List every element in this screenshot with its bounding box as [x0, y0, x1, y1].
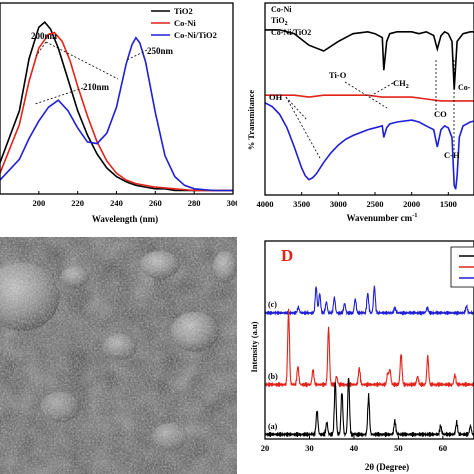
uv-vis-x-tick-label-240: 240 [110, 198, 123, 208]
xrd-legend [450, 246, 474, 288]
sem-texture-fine [0, 237, 237, 474]
xrd-x-ticks: 20 30 40 50 60 [261, 436, 447, 453]
xrd-x-tick-label-20: 20 [261, 443, 270, 453]
ftir-line-tio2 [265, 94, 474, 102]
ftir-legend-tio2-base: TiO [271, 16, 285, 25]
uv-vis-x-tick-label-200: 200 [32, 198, 45, 208]
xrd-trace-label-a: (a) [268, 422, 278, 431]
ftir-line-co-ni [265, 29, 474, 90]
annotation-ch2-base: CH [393, 78, 406, 88]
annotation-250nm: 250nm [147, 46, 174, 56]
uv-vis-line-tio2 [0, 20, 233, 192]
uv-vis-x-axis-label: Wavelength (nm) [92, 214, 158, 224]
ftir-legend-tio2-sub: 2 [285, 21, 288, 27]
annotation-ti-o-text: Ti-O [329, 70, 347, 80]
xrd-trace-label-c: (c) [268, 300, 277, 309]
xrd-x-axis-label: 2θ (Degree) [365, 462, 409, 472]
xrd-y-axis-label: Intensity (a.u) [249, 321, 259, 372]
uv-vis-legend: TiO2 Co-Ni Co-Ni/TiO2 [151, 6, 217, 40]
ftir-legend-tio2: TiO2 [271, 16, 288, 27]
ftir-x-tick-label-2000: 2000 [403, 199, 420, 209]
xrd-trace-b [264, 308, 474, 388]
ftir-x-axis-label-superscript: -1 [412, 212, 417, 219]
legend-label-co-ni: Co-Ni [174, 18, 196, 28]
panel-d-xrd-chart: 20 30 40 50 60 D Intensity (a.u) 2θ (Degree)… [237, 237, 474, 474]
ftir-x-ticks: 4000 3500 3000 2500 2000 1500 [257, 192, 457, 209]
annotation-200nm: 200nm [31, 31, 58, 41]
uv-vis-x-tick-label-300: 300 [227, 198, 237, 208]
uv-vis-line-co-ni-tio2 [0, 36, 233, 192]
annotation-oh: OH [269, 92, 283, 102]
xrd-x-tick-label-60: 60 [439, 443, 448, 453]
panel-b-ftir-chart: 4000 3500 3000 2500 2000 1500 % Transmitance … [237, 0, 474, 237]
xrd-trace-a [264, 377, 474, 438]
xrd-svg: 20 30 40 50 60 D Intensity (a.u) 2θ (Degree)… [249, 240, 474, 472]
annotation-200nm-leader-2 [35, 41, 47, 57]
ftir-x-tick-label-4000: 4000 [257, 199, 274, 209]
ftir-series-group [264, 29, 474, 190]
panel-a-uv-vis-chart: 200 220 240 260 280 300 Wavelength (nm) TiO2 … [0, 0, 237, 237]
annotation-ch2: CH2 [393, 78, 409, 90]
annotation-ch2-sub: 2 [406, 84, 409, 90]
uv-vis-annotations: 200nm 210nm 250nm [31, 31, 174, 105]
ftir-x-axis-label-text: Wavenumber cm [346, 213, 412, 223]
ftir-annotations: OH Ti-O CH2 CO C-H Co- [269, 60, 471, 161]
annotation-210nm: 210nm [83, 82, 110, 92]
annotation-210nm-leader [34, 87, 84, 105]
annotation-co-cut: Co- [458, 83, 471, 92]
xrd-series-group [264, 285, 474, 438]
ftir-x-tick-label-3000: 3000 [330, 199, 347, 209]
annotation-co: CO [434, 109, 447, 119]
ftir-legend: Co-Ni TiO2 Co-Ni/TiO2 [271, 5, 311, 37]
legend-label-co-ni-tio2: Co-Ni/TiO2 [174, 30, 217, 40]
ftir-line-co-ni-tio2 [264, 102, 474, 190]
ftir-legend-co-ni-tio2: Co-Ni/TiO2 [271, 28, 311, 37]
uv-vis-svg: 200 220 240 260 280 300 Wavelength (nm) TiO2 … [0, 2, 237, 224]
xrd-x-tick-label-40: 40 [350, 443, 359, 453]
annotation-c-h: C-H [444, 150, 460, 160]
legend-label-tio2: TiO2 [174, 6, 193, 16]
xrd-plot-frame [264, 240, 474, 440]
xrd-trace-c [264, 285, 474, 317]
ftir-y-axis-label: % Transmitance [246, 90, 256, 151]
ftir-x-axis-label: Wavenumber cm-1 [346, 212, 417, 223]
uv-vis-x-tick-label-220: 220 [71, 198, 84, 208]
annotation-ti-o: Ti-O [329, 70, 347, 80]
annotation-ch2-leader [368, 82, 394, 98]
ftir-svg: 4000 3500 3000 2500 2000 1500 % Transmitance … [246, 2, 474, 223]
sem-micrograph [0, 237, 237, 474]
panel-c-sem-image [0, 237, 237, 474]
xrd-panel-label: D [281, 246, 293, 265]
ftir-x-tick-label-1500: 1500 [440, 199, 457, 209]
uv-vis-x-ticks: 200 220 240 260 280 300 [32, 191, 237, 208]
xrd-x-tick-label-30: 30 [305, 443, 314, 453]
uv-vis-line-co-ni [0, 31, 233, 192]
uv-vis-x-tick-label-260: 260 [149, 198, 162, 208]
ftir-x-tick-label-3500: 3500 [293, 199, 310, 209]
ftir-plot-frame [264, 2, 474, 196]
ftir-legend-co-ni: Co-Ni [271, 5, 292, 14]
annotation-oh-leader-1 [285, 96, 308, 121]
uv-vis-series-group [0, 20, 233, 192]
annotation-200nm-leader [45, 41, 119, 80]
ftir-x-tick-label-2500: 2500 [367, 199, 384, 209]
xrd-x-tick-label-50: 50 [394, 443, 403, 453]
uv-vis-x-tick-label-280: 280 [188, 198, 201, 208]
xrd-trace-labels: (c) (b) (a) [268, 300, 278, 431]
annotation-oh-leader-2 [285, 96, 322, 161]
annotation-ti-o-leader [344, 81, 388, 109]
xrd-trace-label-b: (b) [268, 372, 278, 381]
